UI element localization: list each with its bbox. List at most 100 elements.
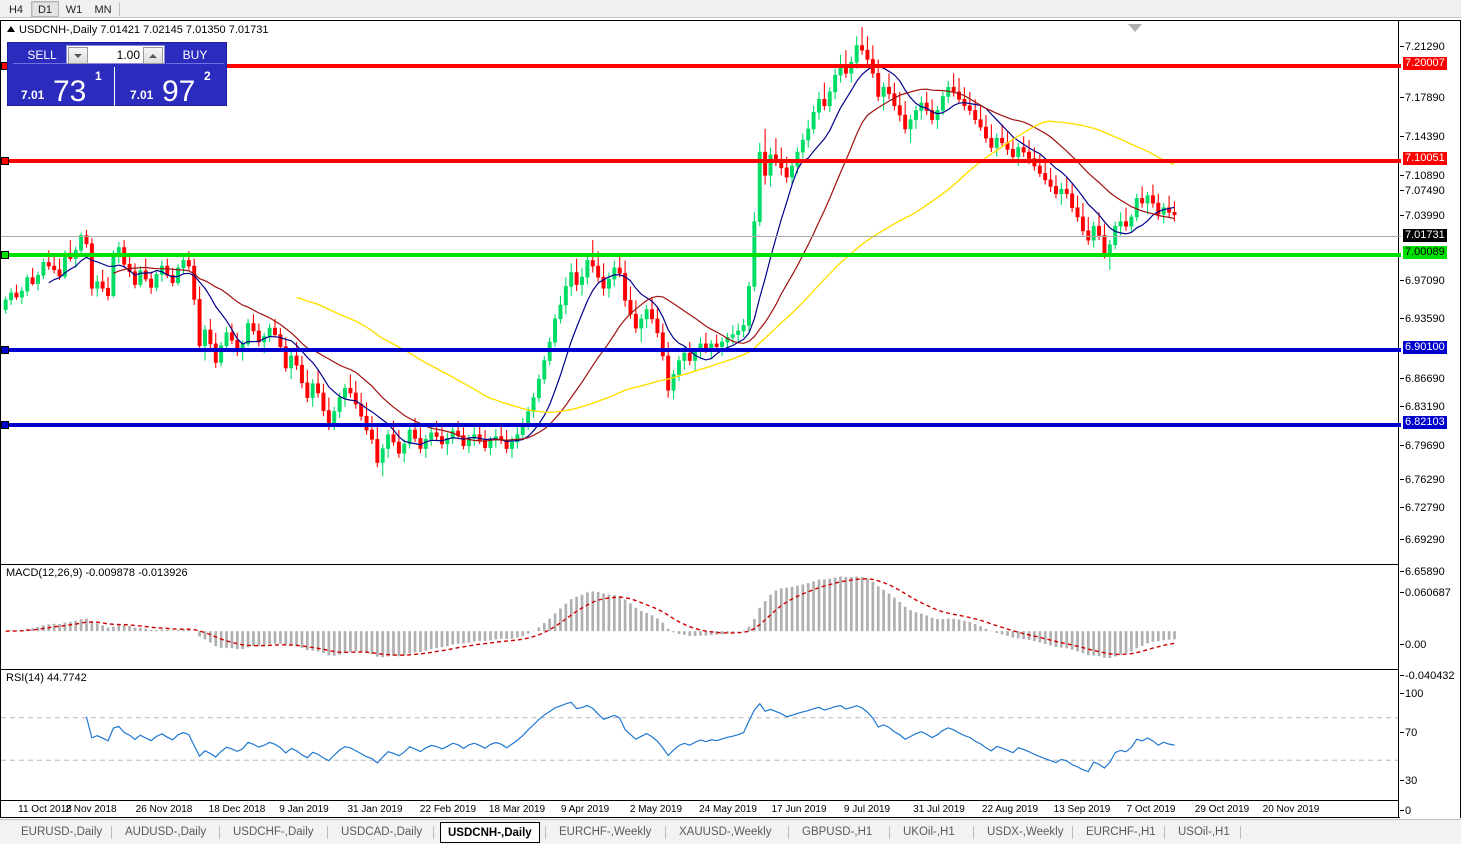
tab-divider	[788, 826, 789, 839]
sell-button[interactable]: SELL	[13, 46, 71, 64]
buy-price-box[interactable]: 7.01 97 2	[118, 67, 224, 106]
macd-pane[interactable]: MACD(12,26,9) -0.009878 -0.013926	[1, 564, 1399, 668]
level-line-handle[interactable]	[1, 157, 9, 165]
tab-divider	[1164, 826, 1165, 839]
chart-tab-gbpusdh1[interactable]: GBPUSD-,H1	[802, 826, 873, 838]
price-tick-10: 6.79690	[1400, 440, 1445, 452]
tab-divider	[889, 826, 890, 839]
level-line-6.82103[interactable]	[1, 421, 1401, 429]
volume-input[interactable]: 1.00	[116, 48, 140, 62]
octp-toolbar: SELL 1.00 BUY	[8, 43, 228, 66]
rsi-tick-0: 100	[1400, 688, 1423, 700]
symbol-header-text: USDCNH-,Daily 7.01421 7.02145 7.01350 7.…	[19, 24, 269, 36]
date-tick-label: 9 Jul 2019	[843, 804, 891, 815]
timeframe-mn[interactable]: MN	[94, 4, 112, 16]
price-tick-13: 6.69290	[1400, 534, 1445, 546]
tab-divider	[973, 826, 974, 839]
date-tick-label: 17 Jun 2019	[771, 804, 827, 815]
rsi-tick-3: 0	[1400, 805, 1411, 817]
tab-divider	[1072, 826, 1073, 839]
chart-tab-audusddaily[interactable]: AUDUSD-,Daily	[125, 826, 207, 838]
chart-tab-usdcnhdaily[interactable]: USDCNH-,Daily	[440, 822, 540, 843]
price-label-7.01731[interactable]: 7.01731	[1403, 229, 1447, 242]
chevron-down-icon	[74, 53, 82, 58]
date-tick-label: 26 Nov 2018	[135, 804, 193, 815]
date-tick-label: 18 Dec 2018	[208, 804, 266, 815]
price-tick-1: 7.17890	[1400, 92, 1445, 104]
level-line-handle[interactable]	[1, 421, 9, 429]
chart-frame: USDCNH-,Daily 7.01421 7.02145 7.01350 7.…	[0, 20, 1461, 818]
date-tick-label: 29 Oct 2019	[1194, 804, 1250, 815]
volume-stepper[interactable]: 1.00	[66, 45, 165, 64]
price-pane[interactable]	[1, 21, 1399, 563]
chart-tab-usoilh1[interactable]: USOil-,H1	[1178, 826, 1230, 838]
macd-tick-0: 0.060687	[1400, 587, 1451, 599]
price-label-7.00089[interactable]: 7.00089	[1403, 246, 1447, 259]
chevron-up-icon	[149, 53, 157, 58]
timeframe-w1[interactable]: W1	[65, 4, 83, 16]
price-tick-6: 6.97090	[1400, 275, 1445, 287]
date-tick-label: 9 Apr 2019	[560, 804, 610, 815]
price-label-6.82103[interactable]: 6.82103	[1403, 416, 1447, 429]
chart-tab-usdcaddaily[interactable]: USDCAD-,Daily	[341, 826, 423, 838]
level-line-6.90100[interactable]	[1, 346, 1401, 354]
level-line-7.10051[interactable]	[1, 157, 1401, 165]
date-axis: 11 Oct 2018 2 Nov 2018 26 Nov 2018 18 Dec 2…	[1, 800, 1399, 818]
macd-plot	[5, 576, 1176, 658]
tab-divider	[1240, 826, 1241, 839]
level-line-handle[interactable]	[1, 346, 9, 354]
macd-tick-1: 0.00	[1400, 639, 1426, 651]
sell-price-fraction: 1	[95, 69, 102, 83]
symbol-header: USDCNH-,Daily 7.01421 7.02145 7.01350 7.…	[7, 24, 269, 36]
date-tick-label: 2 May 2019	[629, 804, 683, 815]
rsi-indicator-label: RSI(14) 44.7742	[6, 672, 87, 684]
sell-price-prefix: 7.01	[21, 88, 45, 102]
chart-tab-usdxweekly[interactable]: USDX-,Weekly	[987, 826, 1064, 838]
sell-price-box[interactable]: 7.01 73 1	[9, 67, 115, 106]
rsi-plot	[1, 701, 1399, 773]
chart-tab-ukoilh1[interactable]: UKOil-,H1	[903, 826, 955, 838]
date-tick-label: 18 Mar 2019	[488, 804, 546, 815]
level-line-handle[interactable]	[1, 251, 9, 259]
collapse-caret-icon[interactable]	[7, 26, 15, 32]
chart-shift-marker-icon[interactable]	[1128, 24, 1142, 32]
date-tick-label: 31 Jan 2019	[347, 804, 403, 815]
one-click-trading-panel[interactable]: SELL 1.00 BUY 7.01 73 1 7.01 97 2	[7, 42, 227, 106]
macd-indicator-label: MACD(12,26,9) -0.009878 -0.013926	[6, 567, 188, 579]
price-tick-0: 7.21290	[1400, 41, 1445, 53]
price-label-7.20007[interactable]: 7.20007	[1403, 57, 1447, 70]
chart-tab-eurchfh1[interactable]: EURCHF-,H1	[1086, 826, 1156, 838]
timeframe-d1[interactable]: D1	[31, 1, 59, 17]
tab-divider	[665, 826, 666, 839]
price-scale[interactable]: 7.21290 7.17890 7.14390 7.10890 7.07490 7.039…	[1400, 21, 1460, 818]
date-tick-label: 7 Oct 2019	[1126, 804, 1176, 815]
buy-price-fraction: 2	[204, 69, 211, 83]
date-tick-label: 31 Jul 2019	[913, 804, 965, 815]
date-tick-label: 2 Nov 2018	[65, 804, 117, 815]
price-tick-9: 6.83190	[1400, 401, 1445, 413]
tab-divider	[545, 826, 546, 839]
rsi-pane[interactable]: RSI(14) 44.7742	[1, 669, 1399, 800]
price-tick-8: 6.86690	[1400, 373, 1445, 385]
price-label-7.10051[interactable]: 7.10051	[1403, 152, 1447, 165]
chart-tab-usdchfdaily[interactable]: USDCHF-,Daily	[233, 826, 314, 838]
volume-decrement-button[interactable]	[68, 47, 88, 64]
buy-button[interactable]: BUY	[166, 46, 224, 64]
chart-tab-bar[interactable]: EURUSD-,Daily AUDUSD-,Daily USDCHF-,Daily U…	[0, 819, 1461, 844]
price-tick-14: 6.65890	[1400, 566, 1445, 578]
date-tick-label: 11 Oct 2018	[18, 804, 72, 815]
level-line-7.01731[interactable]	[1, 236, 1401, 237]
chart-tab-xauusdweekly[interactable]: XAUUSD-,Weekly	[679, 826, 772, 838]
volume-increment-button[interactable]	[143, 47, 163, 64]
date-tick-label: 20 Nov 2019	[1262, 804, 1320, 815]
rsi-tick-2: 30	[1400, 775, 1417, 787]
level-line-7.00089[interactable]	[1, 251, 1401, 259]
sell-price-main: 73	[53, 75, 87, 106]
buy-price-main: 97	[162, 75, 196, 106]
chart-tab-eurchfweekly[interactable]: EURCHF-,Weekly	[559, 826, 652, 838]
date-tick-label: 13 Sep 2019	[1053, 804, 1111, 815]
price-label-6.90100[interactable]: 6.90100	[1403, 341, 1447, 354]
chart-tab-eurusddaily[interactable]: EURUSD-,Daily	[21, 826, 103, 838]
timeframe-h4[interactable]: H4	[8, 4, 24, 16]
